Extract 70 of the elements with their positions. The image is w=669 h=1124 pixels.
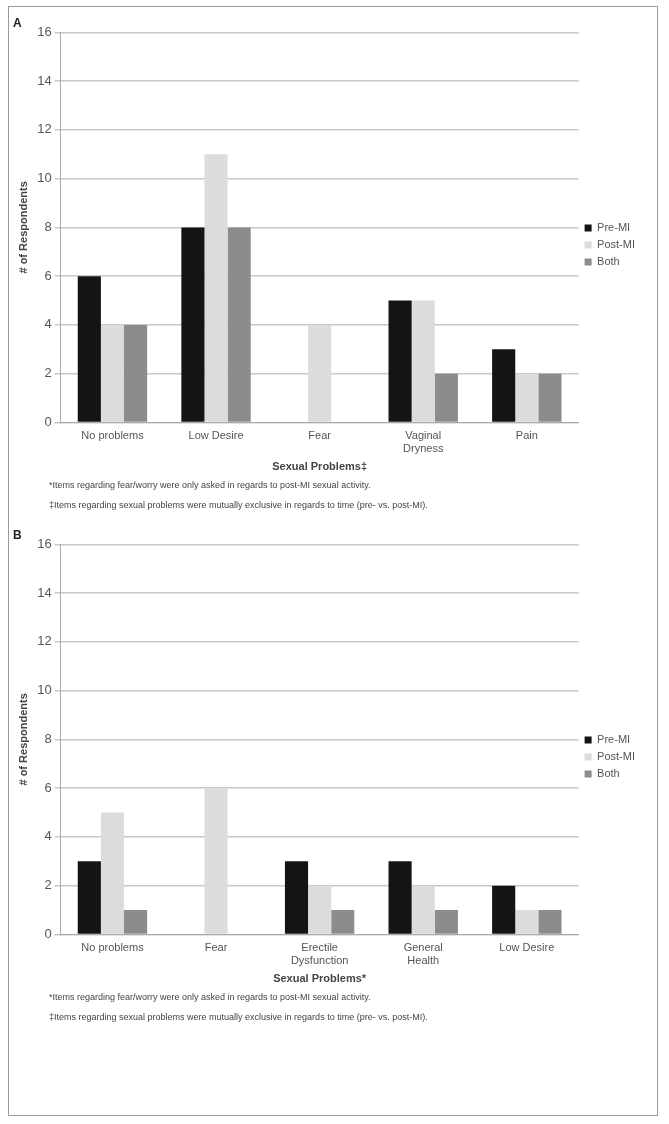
text: ‡Items regarding sexual problems were mutually exclusive in regards to time (pre- vs. post-MI).: [49, 500, 429, 510]
y-axis-title: # of Respondents: [16, 693, 29, 786]
y-tick-label: 2: [44, 365, 52, 381]
text: ‡Items regarding sexual problems were mutually exclusive in regards to time (pre- vs. post-MI).: [49, 1012, 429, 1022]
bar: [124, 324, 148, 422]
bar: [492, 885, 516, 934]
x-tick-label: No problems: [81, 429, 145, 442]
y-tick-label: 0: [44, 413, 52, 429]
bar: [434, 373, 458, 422]
y-tick-label: 8: [44, 218, 52, 234]
x-tick-label: Low Desire: [188, 429, 244, 442]
bar: [331, 910, 355, 934]
y-tick-label: 6: [44, 779, 52, 795]
legend-label: Both: [597, 767, 620, 780]
y-tick-label: 12: [37, 633, 52, 649]
bar: [308, 885, 332, 934]
y-axis-title: # of Respondents: [16, 181, 29, 274]
y-tick-label: 4: [44, 828, 52, 844]
y-tick-label: 14: [37, 584, 52, 600]
bar: [124, 910, 148, 934]
y-tick-label: 12: [37, 121, 52, 137]
bar: [227, 227, 251, 422]
bar: [204, 154, 228, 422]
chart-title: A: [13, 15, 22, 30]
bar: [538, 373, 562, 422]
bar: [308, 324, 332, 422]
y-tick-label: 0: [44, 925, 52, 941]
bar: [100, 324, 125, 422]
bar: [411, 885, 435, 934]
bar: [100, 812, 125, 934]
bar: [77, 861, 101, 934]
bar: [515, 373, 539, 422]
x-tick-label: Fear: [204, 941, 228, 954]
legend-label: Post-MI: [597, 238, 636, 251]
x-tick-label: Fear: [308, 429, 332, 442]
y-tick-label: 4: [44, 316, 52, 332]
legend-label: Pre-MI: [597, 733, 631, 746]
bar: [434, 910, 458, 934]
y-tick-label: 10: [37, 682, 52, 698]
text: *Items regarding fear/worry were only asked in regards to post-MI sexual activity.: [49, 992, 372, 1002]
x-axis-title: Sexual Problems‡: [272, 460, 368, 473]
legend-label: Both: [597, 255, 620, 268]
y-tick-label: 16: [37, 535, 52, 551]
bar: [538, 910, 562, 934]
bar: [181, 227, 205, 422]
legend-label: Post-MI: [597, 750, 636, 763]
x-axis-title: Sexual Problems*: [273, 972, 367, 985]
y-tick-label: 8: [44, 730, 52, 746]
chart-title: B: [13, 527, 22, 542]
x-tick-label: Vaginal Dryness: [403, 429, 444, 455]
bar: [284, 861, 309, 934]
y-tick-label: 10: [37, 170, 52, 186]
bar: [77, 276, 101, 422]
bar: [388, 300, 412, 422]
bar: [411, 300, 435, 422]
y-tick-label: 6: [44, 267, 52, 283]
x-tick-label: Pain: [515, 429, 538, 442]
x-tick-label: Low Desire: [499, 941, 555, 954]
x-tick-label: Erectile Dysfunction: [290, 941, 349, 967]
bar: [492, 349, 516, 422]
x-tick-label: No problems: [81, 941, 145, 954]
bar: [515, 910, 539, 934]
text: *Items regarding fear/worry were only asked in regards to post-MI sexual activity.: [49, 480, 372, 490]
x-tick-label: General Health: [403, 941, 443, 967]
y-tick-label: 16: [37, 23, 52, 39]
y-tick-label: 14: [37, 72, 52, 88]
bar: [388, 861, 412, 934]
legend-label: Pre-MI: [597, 221, 631, 234]
bar: [204, 788, 228, 934]
y-tick-label: 2: [44, 877, 52, 893]
